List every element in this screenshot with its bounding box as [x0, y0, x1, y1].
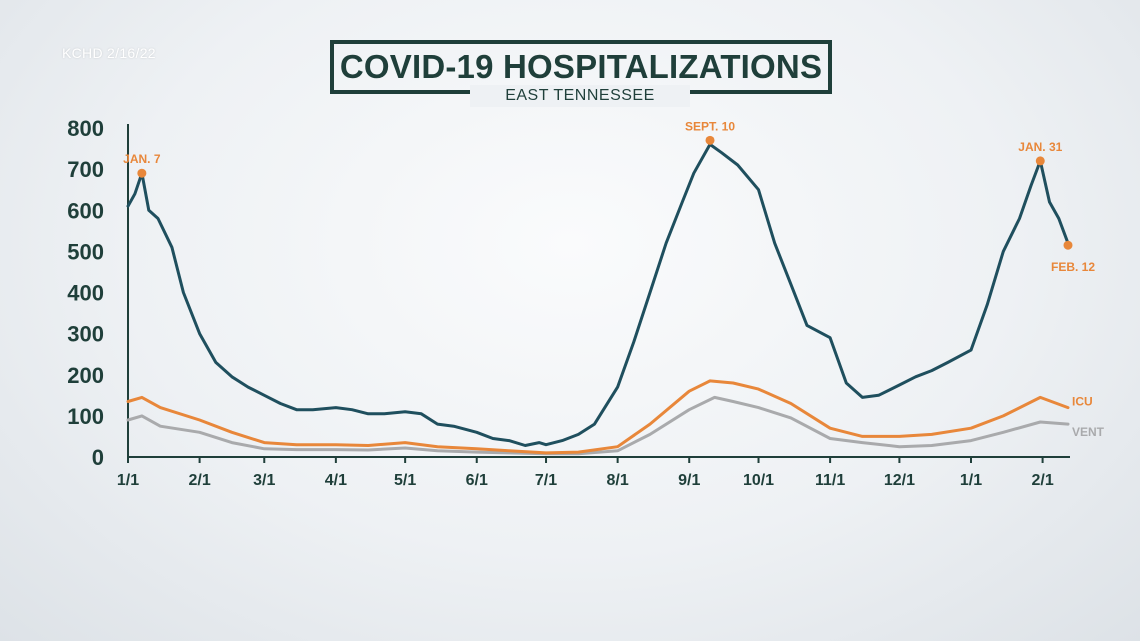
annotation-label: FEB. 12 [1051, 260, 1095, 274]
x-tick-label: 9/1 [678, 472, 700, 489]
series-line-icu [126, 379, 1070, 455]
source-label: KCHD 2/16/22 [62, 45, 156, 61]
x-tick-label: 11/1 [815, 472, 845, 489]
chart-series-lines: VENT ICU [126, 142, 1105, 456]
annotation-marker [137, 168, 147, 178]
y-tick-label: 100 [67, 404, 104, 429]
annotation-label: JAN. 7 [123, 152, 161, 166]
y-tick-label: 0 [92, 445, 104, 470]
x-tick-label: 7/1 [535, 472, 557, 489]
x-tick-label: 1/1 [117, 472, 139, 489]
chart-axes [127, 124, 1070, 458]
x-tick-label: 6/1 [466, 472, 488, 489]
x-tick-label: 4/1 [325, 472, 347, 489]
series-line-vent [126, 395, 1070, 456]
x-tick-label: 5/1 [394, 472, 416, 489]
y-tick-label: 700 [67, 157, 104, 182]
series-label-icu: ICU [1072, 395, 1093, 409]
chart-tick-labels: 0 100 200 300 400 500 600 700 800 1/1 2/1 3/1 4/1 5/1… [67, 116, 1054, 489]
y-tick-label: 500 [67, 239, 104, 264]
y-tick-label: 200 [67, 363, 104, 388]
chart-subtitle: EAST TENNESSEE [470, 85, 690, 107]
x-tick-label: 3/1 [253, 472, 275, 489]
y-tick-label: 400 [67, 281, 104, 306]
chart-annotations: JAN. 7 SEPT. 10 JAN. 31 FEB. 12 [123, 119, 1095, 274]
x-tick-label: 12/1 [884, 472, 915, 489]
series-label-vent: VENT [1072, 425, 1105, 439]
annotation-label: JAN. 31 [1018, 140, 1062, 154]
y-tick-label: 800 [67, 116, 104, 141]
x-tick-label: 2/1 [1031, 472, 1053, 489]
x-tick-label: 8/1 [607, 472, 629, 489]
y-tick-label: 300 [67, 322, 104, 347]
annotation-marker [705, 135, 715, 145]
x-tick-label: 2/1 [188, 472, 210, 489]
annotation-marker [1035, 156, 1045, 166]
x-tick-label: 10/1 [743, 472, 774, 489]
series-line-hospitalized [126, 142, 1070, 447]
annotation-label: SEPT. 10 [685, 119, 735, 133]
y-tick-label: 600 [67, 198, 104, 223]
chart-title: COVID-19 HOSPITALIZATIONS [339, 48, 823, 85]
x-tick-label: 1/1 [960, 472, 982, 489]
annotation-marker [1063, 240, 1073, 250]
